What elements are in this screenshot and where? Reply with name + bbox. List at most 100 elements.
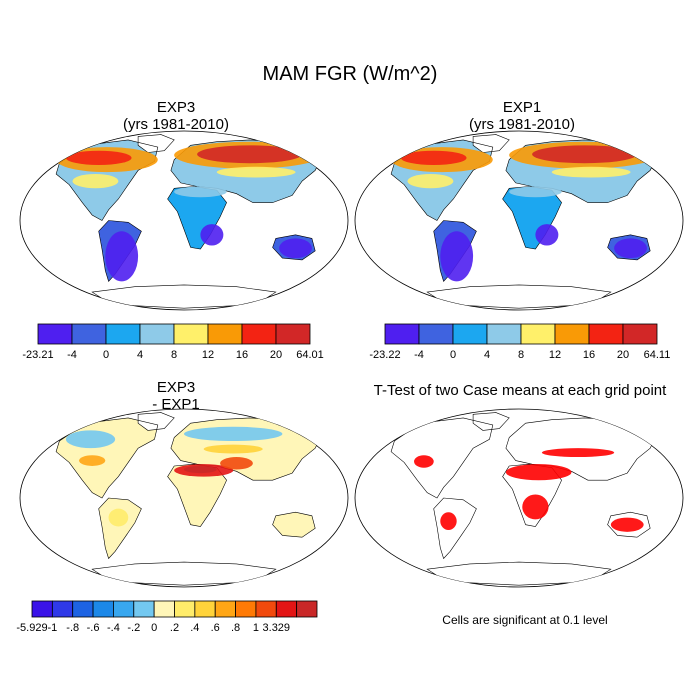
map-diff-field-3 xyxy=(65,430,116,449)
colorbar-exp1-label-3: 4 xyxy=(484,349,490,361)
colorbar-diff-label-7: .2 xyxy=(170,622,179,634)
colorbar-diff-box-3 xyxy=(92,600,114,618)
map-exp1-field-8 xyxy=(614,238,647,259)
significance-note: Cells are significant at 0.1 level xyxy=(442,613,608,627)
map-exp3-antarctica xyxy=(92,284,276,309)
colorbar-exp3-label-2: 0 xyxy=(103,349,109,361)
colorbar-exp1-box-6 xyxy=(588,323,624,345)
map-ttest-field-3 xyxy=(610,517,644,532)
map-ttest-field-0 xyxy=(505,464,572,481)
map-ttest-field-2 xyxy=(522,494,549,520)
map-ttest-field-5 xyxy=(440,512,457,531)
map-diff-australia xyxy=(272,512,316,538)
map-exp3-field-9 xyxy=(72,173,119,189)
map-diff-greenland xyxy=(138,412,175,431)
map-diff-field-7 xyxy=(79,455,106,466)
colorbar-exp1-box-5 xyxy=(554,323,590,345)
colorbar-diff-box-11 xyxy=(255,600,277,618)
colorbar-exp1: -23.22 -4 0 4 8 12 16 20 64.11 xyxy=(369,323,670,361)
colorbar-exp3-box-1 xyxy=(71,323,107,345)
map-ttest-coast-greenland xyxy=(472,412,510,431)
panel-ttest-title: T-Test of two Case means at each grid po… xyxy=(373,382,667,399)
panel-exp1-title: EXP1 (yrs 1981-2010) xyxy=(387,99,657,133)
colorbar-exp3-box-3 xyxy=(139,323,175,345)
colorbar-exp3-box-2 xyxy=(105,323,141,345)
map-diff-coast-eurasia xyxy=(170,417,323,481)
colorbar-diff-box-4 xyxy=(113,600,135,618)
map-exp1-field-1 xyxy=(400,150,467,166)
colorbar-diff-label-9: .6 xyxy=(211,622,220,634)
colorbar-diff-label-4: -.4 xyxy=(107,622,120,634)
colorbar-exp1-label-5: 12 xyxy=(549,349,561,361)
map-ttest-namerica xyxy=(391,417,493,498)
colorbar-exp3-label-0: -23.21 xyxy=(22,349,53,361)
map-exp3-greenland xyxy=(138,134,175,153)
map-exp3-field-6 xyxy=(105,231,139,282)
map-ttest-coast-antarctica xyxy=(426,561,612,586)
colorbar-exp3-box-0 xyxy=(37,323,73,345)
colorbar-exp3-label-7: 20 xyxy=(270,349,282,361)
panel-exp3-title-line2: (yrs 1981-2010) xyxy=(123,116,229,133)
colorbar-diff-box-6 xyxy=(153,600,175,618)
map-ttest-coast-eurasia xyxy=(505,417,658,481)
colorbar-diff-box-12 xyxy=(275,600,298,618)
map-diff-africa xyxy=(167,464,227,527)
colorbar-diff-box-10 xyxy=(235,600,257,618)
colorbar-exp3-label-4: 8 xyxy=(171,349,177,361)
map-exp1-field-4 xyxy=(551,166,631,178)
colorbar-diff-box-0 xyxy=(31,600,53,618)
colorbar-exp1-label-6: 16 xyxy=(583,349,595,361)
map-ttest-field-4 xyxy=(414,455,434,468)
colorbar-diff-label-12: 3.329 xyxy=(263,622,291,634)
map-exp1-field-5 xyxy=(509,186,562,198)
map-exp3-field-7 xyxy=(200,224,224,246)
map-diff-field-4 xyxy=(184,426,283,442)
map-exp3-coast-eurasia xyxy=(170,139,323,203)
colorbar-exp3: -23.21 -4 0 4 8 12 16 20 64.01 xyxy=(22,323,324,361)
colorbar-exp1-box-1 xyxy=(418,323,454,345)
colorbar-diff-label-10: .8 xyxy=(231,622,240,634)
map-diff-antarctica xyxy=(92,562,276,586)
map-ttest-field-1 xyxy=(541,448,615,458)
map-ttest-samerica xyxy=(433,498,477,559)
colorbar-exp1-box-3 xyxy=(486,323,522,345)
map-diff-coast-greenland xyxy=(137,412,175,431)
colorbar-diff-box-7 xyxy=(174,600,196,618)
colorbar-diff-box-9 xyxy=(214,600,236,618)
map-diff-field-2 xyxy=(220,457,253,470)
colorbar-exp3-box-6 xyxy=(241,323,277,345)
colorbar-exp1-label-7: 20 xyxy=(617,349,629,361)
map-diff-field-1 xyxy=(184,465,217,474)
colorbar-diff-label-11: 1 xyxy=(253,622,259,634)
map-exp1-africa xyxy=(502,186,562,250)
colorbar-diff-label-2: -.8 xyxy=(66,622,79,634)
colorbar-diff-label-8: .4 xyxy=(190,622,199,634)
colorbar-diff-label-1: -1 xyxy=(47,622,57,634)
map-ttest-coast-australia xyxy=(607,511,651,538)
colorbar-diff: -5.929 -1 -.8 -.6 -.4 -.2 0 .2 .4 .6 .8 1 3.329 xyxy=(16,600,318,634)
panel-exp1-title-line1: EXP1 xyxy=(502,99,542,116)
figure-title: MAM FGR (W/m^2) xyxy=(262,63,438,85)
map-diff-field-6 xyxy=(108,508,129,527)
colorbar-exp1-box-0 xyxy=(384,323,420,345)
map-diff-coast-samerica xyxy=(98,497,142,560)
map-exp3-field-8 xyxy=(279,238,312,259)
colorbar-diff-label-5: -.2 xyxy=(127,622,140,634)
map-exp1-field-3 xyxy=(532,145,638,164)
map-exp1-antarctica xyxy=(427,284,611,309)
map-exp3-coast-greenland xyxy=(137,134,175,153)
colorbar-exp1-label-1: -4 xyxy=(414,349,424,361)
colorbar-exp1-label-2: 0 xyxy=(450,349,456,361)
map-exp3-field-5 xyxy=(174,186,227,198)
colorbar-diff-box-8 xyxy=(194,600,216,618)
colorbar-exp3-label-3: 4 xyxy=(137,349,143,361)
colorbar-diff-box-5 xyxy=(133,600,155,618)
map-diff-field-5 xyxy=(203,444,263,454)
map-exp1-coast-eurasia xyxy=(505,139,658,203)
map-exp1-coast-greenland xyxy=(472,134,510,153)
map-exp1-field-9 xyxy=(407,173,454,189)
map-diff-samerica xyxy=(98,498,142,559)
map-ttest xyxy=(354,408,684,588)
map-diff xyxy=(19,408,349,588)
colorbar-exp3-box-5 xyxy=(207,323,243,345)
